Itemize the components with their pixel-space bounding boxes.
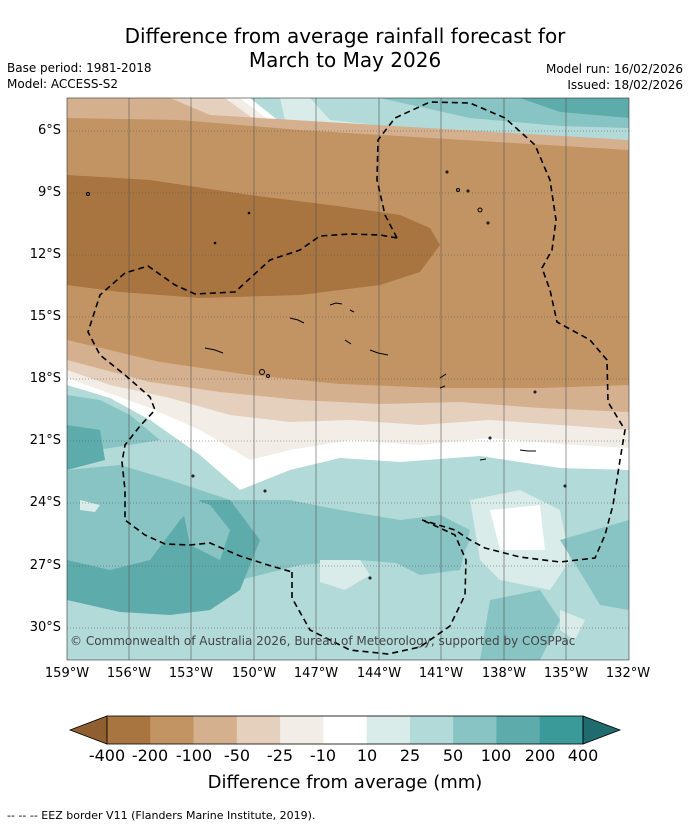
lon-label: 159°W bbox=[44, 666, 90, 681]
colorbar-title: Difference from average (mm) bbox=[207, 772, 483, 793]
colorbar-tick-label: -100 bbox=[175, 746, 213, 765]
colorbar-tick-label: -400 bbox=[88, 746, 126, 765]
lon-label: 132°W bbox=[605, 666, 651, 681]
colorbar-low-arrow bbox=[68, 715, 108, 745]
colorbar-tick-label: 10 bbox=[356, 746, 378, 765]
model-run-date: Model run: 16/02/2026 bbox=[545, 62, 683, 76]
title-line-1: Difference from average rainfall forecas… bbox=[124, 24, 566, 48]
colorbar-tick-label: -200 bbox=[131, 746, 169, 765]
lat-label: 24°S bbox=[29, 495, 61, 510]
colorbar-cell bbox=[280, 716, 324, 744]
graticule bbox=[67, 98, 629, 660]
colorbar-cell bbox=[323, 716, 368, 744]
colorbar-cell bbox=[409, 716, 454, 744]
map-title: Difference from average rainfall forecas… bbox=[0, 24, 690, 72]
islands bbox=[86, 170, 567, 580]
lat-label: 27°S bbox=[29, 558, 61, 573]
lon-label: 138°W bbox=[481, 666, 527, 681]
colorbar-tick-label: -50 bbox=[223, 746, 251, 765]
colorbar-tick-label: -10 bbox=[309, 746, 337, 765]
lon-label: 135°W bbox=[543, 666, 589, 681]
lon-label: 150°W bbox=[231, 666, 277, 681]
colorbar-tick-label: -25 bbox=[266, 746, 294, 765]
lat-label: 15°S bbox=[29, 309, 61, 324]
colorbar-high-arrow bbox=[582, 715, 622, 745]
colorbar-cell bbox=[107, 716, 151, 744]
copyright-notice: © Commonwealth of Australia 2026, Bureau… bbox=[70, 634, 576, 648]
colorbar-cell bbox=[453, 716, 497, 744]
colorbar-cell bbox=[236, 716, 281, 744]
title-line-2: March to May 2026 bbox=[248, 48, 442, 72]
colorbar-tick-label: 50 bbox=[442, 746, 464, 765]
lon-label: 153°W bbox=[168, 666, 214, 681]
colorbar-tick-label: 25 bbox=[399, 746, 421, 765]
colorbar-tick-label: 400 bbox=[567, 746, 599, 765]
lat-label: 6°S bbox=[37, 123, 61, 138]
lat-label: 30°S bbox=[29, 620, 61, 635]
lon-label: 156°W bbox=[106, 666, 152, 681]
colorbar bbox=[68, 715, 622, 745]
colorbar-cell bbox=[539, 716, 584, 744]
map-contours bbox=[67, 98, 629, 660]
colorbar-tick-label: 100 bbox=[480, 746, 512, 765]
colorbar-cell bbox=[193, 716, 238, 744]
eez-borders bbox=[87, 101, 626, 655]
colorbar-tick-label: 200 bbox=[524, 746, 556, 765]
lat-label: 21°S bbox=[29, 433, 61, 448]
model-name: Model: ACCESS-S2 bbox=[7, 77, 119, 91]
lon-label: 144°W bbox=[356, 666, 402, 681]
lon-label: 147°W bbox=[293, 666, 339, 681]
colorbar-cell bbox=[496, 716, 541, 744]
lat-label: 9°S bbox=[37, 185, 61, 200]
lat-label: 12°S bbox=[29, 247, 61, 262]
lon-label: 141°W bbox=[418, 666, 464, 681]
model-info: Base period: 1981-2018 Model: ACCESS-S2 bbox=[7, 60, 152, 92]
run-info: Model run: 16/02/2026 Issued: 18/02/2026 bbox=[546, 61, 683, 93]
colorbar-cell bbox=[366, 716, 411, 744]
base-period: Base period: 1981-2018 bbox=[7, 61, 152, 75]
issued-date: Issued: 18/02/2026 bbox=[567, 78, 683, 92]
eez-legend-note: -- -- -- EEZ border V11 (Flanders Marine… bbox=[7, 809, 316, 822]
lat-label: 18°S bbox=[29, 371, 61, 386]
colorbar-cell bbox=[150, 716, 195, 744]
